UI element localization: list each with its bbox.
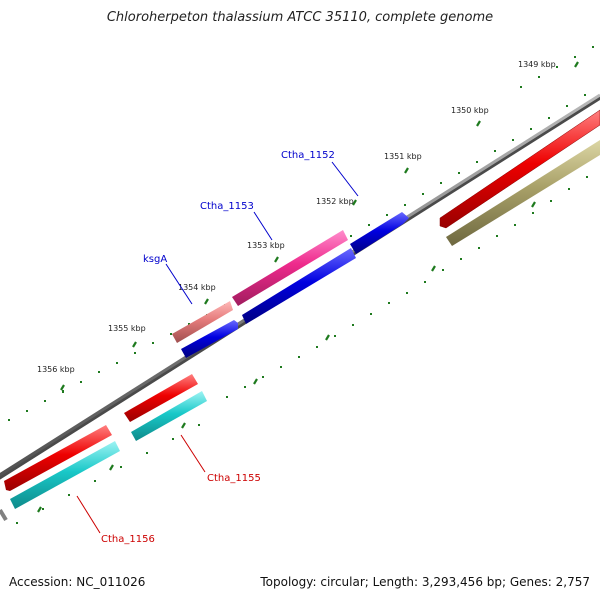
gene-label-ksga: ksgA <box>143 254 167 265</box>
scale-label: 1351 kbp <box>384 152 422 161</box>
gene-cyan-left <box>10 441 120 509</box>
gene-label-ctha-1152: Ctha_1152 <box>281 150 335 161</box>
topology-summary: Topology: circular; Length: 3,293,456 bp… <box>260 575 590 589</box>
gene-ctha-1152 <box>350 212 409 254</box>
gene-ctha-1156 <box>4 425 112 491</box>
gene-forward-red <box>439 109 600 229</box>
gene-ctha-1153 <box>232 230 348 306</box>
scale-label: 1352 kbp <box>316 197 354 206</box>
accession-text: Accession: NC_011026 <box>9 575 146 589</box>
gene-blue-long <box>242 248 356 324</box>
reverse-genes <box>10 140 600 509</box>
gene-ksga <box>172 301 233 343</box>
major-tick-marks <box>60 61 579 391</box>
scale-labels: 1349 kbp 1350 kbp 1351 kbp 1352 kbp 1353… <box>37 60 556 374</box>
gene-label-ctha-1156: Ctha_1156 <box>101 534 155 545</box>
gene-blue-short <box>181 320 238 358</box>
scale-label: 1354 kbp <box>178 283 216 292</box>
scale-label: 1349 kbp <box>518 60 556 69</box>
scale-label: 1350 kbp <box>451 106 489 115</box>
outer-tick-marks <box>8 46 594 421</box>
label-leaders <box>76 161 359 534</box>
gene-red-mid <box>124 374 198 422</box>
gene-ctha-1155 <box>131 391 207 441</box>
scale-label: 1353 kbp <box>247 241 285 250</box>
gene-label-ctha-1155: Ctha_1155 <box>207 473 261 484</box>
scale-label: 1355 kbp <box>108 324 146 333</box>
gene-label-ctha-1153: Ctha_1153 <box>200 201 254 212</box>
inner-major-ticks <box>37 201 536 513</box>
forward-genes <box>4 109 600 491</box>
genome-title: Chloroherpeton thalassium ATCC 35110, co… <box>106 10 494 25</box>
gene-labels: Ctha_1152 Ctha_1153 ksgA Ctha_1155 Ctha_… <box>101 150 335 545</box>
gene-olive <box>446 140 600 246</box>
scale-label: 1356 kbp <box>37 365 75 374</box>
inner-tick-marks <box>16 176 588 524</box>
